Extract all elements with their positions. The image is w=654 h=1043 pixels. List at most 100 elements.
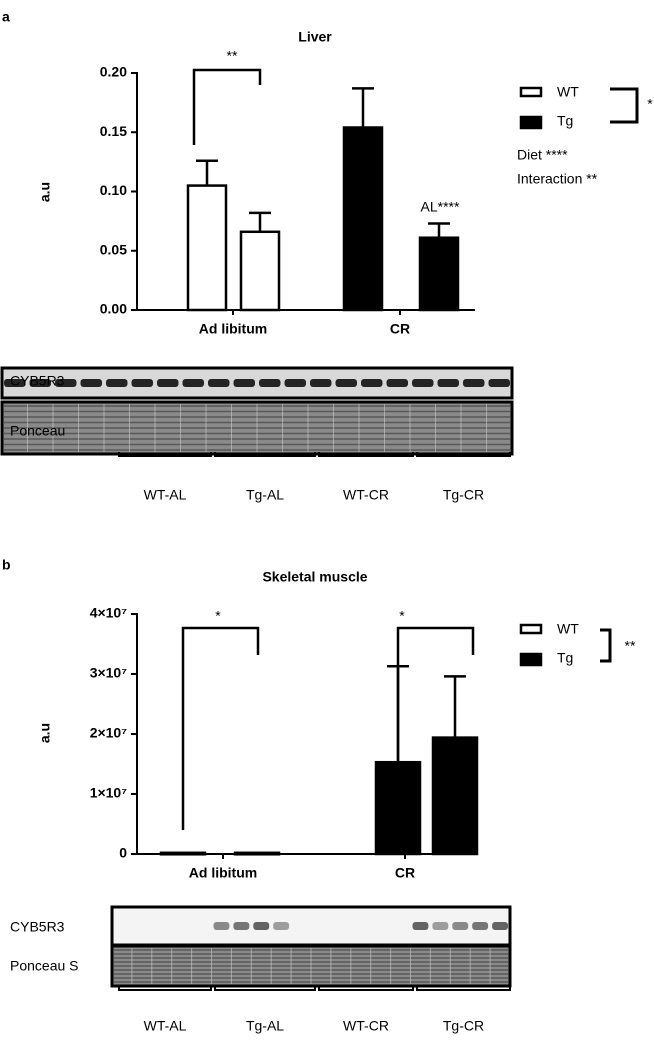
annotation: * — [215, 608, 221, 624]
blot-band — [492, 922, 508, 930]
y-tick-label: 3×10⁷ — [90, 665, 128, 681]
y-tick-label: 0.05 — [100, 241, 127, 257]
error-bar — [249, 211, 271, 232]
blot-band — [106, 379, 128, 387]
significance-bracket — [181, 626, 260, 830]
bar — [342, 126, 384, 312]
group-label: Tg-CR — [443, 1018, 484, 1034]
blot-band — [472, 922, 489, 930]
error-bar — [352, 87, 374, 128]
group-label: Tg-CR — [443, 487, 484, 503]
group-label: Tg-AL — [246, 1018, 284, 1034]
blot-band — [335, 379, 357, 387]
blot-band — [80, 379, 102, 387]
legend-label: Tg — [557, 650, 573, 666]
group-bracket — [416, 452, 511, 457]
legend-bracket — [610, 87, 639, 124]
blot-row-label: Ponceau — [10, 423, 65, 439]
legend-stat: * — [647, 96, 653, 112]
group-bracket — [416, 986, 511, 991]
blot-band — [233, 922, 250, 930]
legend-label: WT — [557, 84, 579, 100]
y-tick-label: 0.20 — [100, 64, 127, 80]
legend-label: Tg — [557, 113, 573, 129]
bar — [159, 851, 207, 856]
blot-band — [233, 379, 255, 387]
blot-band — [284, 379, 306, 387]
blot-band — [213, 922, 230, 930]
legend-swatch — [519, 652, 543, 667]
blot-band — [4, 379, 26, 387]
blot-band — [452, 922, 469, 930]
group-label: Tg-AL — [246, 487, 284, 503]
blot-band-row — [110, 905, 512, 947]
annotation: AL**** — [421, 199, 460, 215]
group-bracket — [318, 986, 414, 991]
error-bar — [444, 675, 466, 738]
y-axis-label: a.u — [37, 182, 53, 202]
y-tick-label: 0.10 — [100, 182, 127, 198]
legend-stat: Interaction ** — [517, 171, 598, 187]
y-tick-label: 1×10⁷ — [90, 785, 128, 801]
legend-swatch — [519, 115, 543, 130]
blot-band — [29, 379, 51, 387]
blot-band — [412, 922, 429, 930]
blot-band — [259, 379, 281, 387]
y-tick-label: 2×10⁷ — [90, 725, 128, 741]
bar — [233, 851, 281, 856]
blot-band — [55, 379, 77, 387]
blot-band — [386, 379, 408, 387]
x-tick-label: CR — [390, 321, 410, 337]
panel-letter: b — [2, 557, 11, 573]
error-bar — [196, 159, 218, 186]
group-bracket — [118, 452, 212, 457]
legend-stat: Diet **** — [517, 147, 568, 163]
bar — [418, 236, 460, 312]
panel-letter: a — [2, 9, 10, 25]
blot-band — [182, 379, 204, 387]
blot-band — [310, 379, 332, 387]
x-tick-label: Ad libitum — [199, 321, 267, 337]
y-tick-label: 0.00 — [100, 301, 127, 317]
blot-row-label: CYB5R3 — [10, 919, 65, 935]
legend-stat: ** — [625, 638, 636, 654]
blot-band — [253, 922, 270, 930]
y-axis-label: a.u — [37, 723, 53, 743]
group-label: WT-CR — [343, 487, 389, 503]
blot-band — [437, 379, 459, 387]
group-label: WT-AL — [144, 487, 187, 503]
annotation: * — [399, 608, 405, 624]
blot-row-label: Ponceau S — [10, 958, 79, 974]
significance-bracket — [192, 68, 262, 145]
legend-swatch — [519, 623, 543, 635]
group-bracket — [318, 452, 414, 457]
y-tick-label: 4×10⁷ — [90, 605, 128, 621]
error-bar — [428, 222, 450, 238]
blot-band — [432, 922, 449, 930]
y-tick-label: 0.15 — [100, 123, 127, 139]
x-tick-label: CR — [395, 865, 415, 881]
group-bracket — [214, 452, 316, 457]
legend-swatch — [519, 86, 543, 98]
group-bracket — [118, 986, 212, 991]
group-bracket — [214, 986, 316, 991]
legend-label: WT — [557, 621, 579, 637]
y-tick-label: 0 — [119, 845, 127, 861]
annotation: ** — [227, 48, 238, 64]
bar — [239, 230, 281, 312]
blot-band — [157, 379, 179, 387]
group-label: WT-AL — [144, 1018, 187, 1034]
bar — [186, 184, 228, 312]
bar — [431, 736, 479, 856]
group-label: WT-CR — [343, 1018, 389, 1034]
blot-band — [412, 379, 434, 387]
blot-band — [131, 379, 153, 387]
legend-bracket — [600, 628, 612, 663]
annotation: AL* — [353, 189, 376, 205]
blot-band — [208, 379, 230, 387]
chart-title: Skeletal muscle — [262, 569, 367, 585]
blot-row-label: CYB5R3 — [10, 373, 65, 389]
blot-band — [361, 379, 383, 387]
x-tick-label: Ad libitum — [189, 865, 257, 881]
